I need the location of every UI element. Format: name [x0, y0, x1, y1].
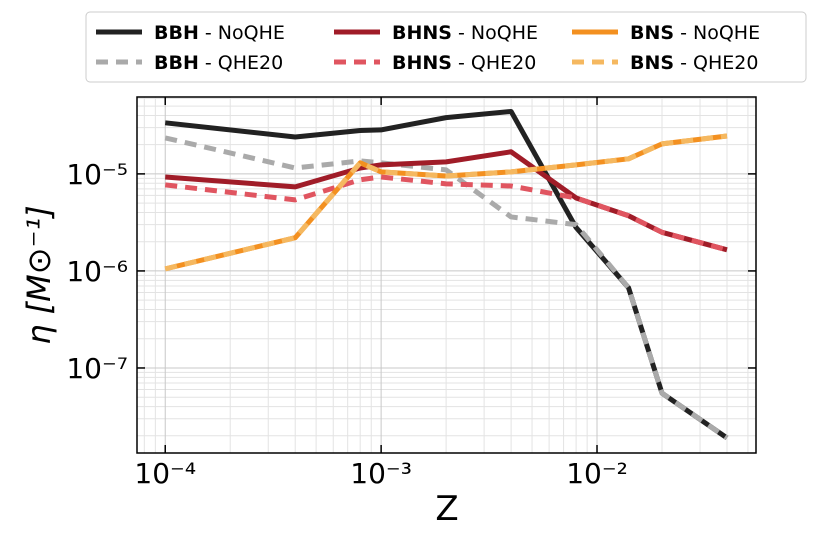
legend-label: BNS - NoQHE — [630, 22, 760, 44]
legend-label: BHNS - QHE20 — [392, 52, 536, 74]
legend-label: BNS - QHE20 — [630, 52, 758, 74]
series-line — [164, 135, 729, 441]
legend-label: BHNS - NoQHE — [392, 22, 538, 44]
series-line — [164, 174, 728, 253]
y-tick-label: 10⁻⁶ — [66, 255, 128, 288]
legend-label: BBH - QHE20 — [154, 52, 283, 74]
series-line — [164, 133, 728, 272]
y-axis-label: η [M⊙⁻¹] — [20, 205, 58, 345]
legend-box — [85, 11, 807, 83]
x-tick-label: 10⁻³ — [350, 457, 412, 490]
y-tick-label: 10⁻⁷ — [66, 352, 128, 385]
plot-frame — [136, 96, 757, 454]
y-tick-label: 10⁻⁵ — [66, 158, 128, 191]
legend-label: BBH - NoQHE — [154, 22, 285, 44]
x-axis-label: Z — [435, 489, 458, 529]
x-tick-label: 10⁻⁴ — [134, 457, 196, 490]
x-tick-label: 10⁻² — [566, 457, 628, 490]
